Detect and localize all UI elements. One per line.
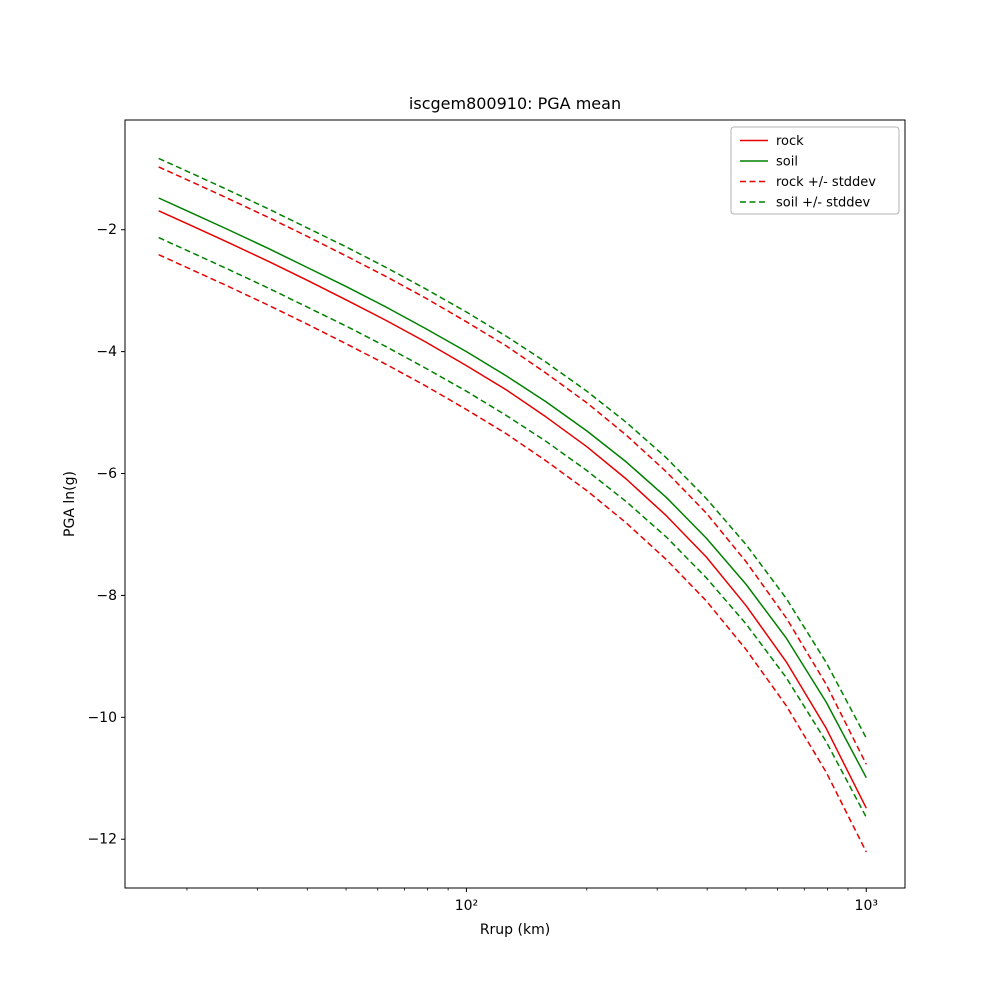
series-soil-plus-stddev <box>158 157 867 739</box>
plot-frame <box>124 119 906 889</box>
chart-title: iscgem800910: PGA mean <box>408 94 622 113</box>
y-tick-label: −4 <box>96 344 117 360</box>
legend-entry-label: rock +/- stddev <box>776 175 876 190</box>
x-tick-label: 10³ <box>855 898 878 914</box>
series-rock-minus-stddev <box>158 254 867 853</box>
legend: rock soil rock +/- stddev soil +/- stddev <box>730 126 900 215</box>
legend-entry-label: soil +/- stddev <box>776 196 871 211</box>
legend-box <box>730 126 900 215</box>
x-tick-label: 10² <box>455 898 478 914</box>
series-soil <box>158 197 867 779</box>
legend-entry-label: rock <box>776 134 804 149</box>
series-rock <box>158 210 867 809</box>
y-tick-label: −2 <box>96 222 117 238</box>
legend-entry-label: soil <box>776 155 798 170</box>
x-axis-label: Rrup (km) <box>479 922 551 938</box>
y-axis-label: PGA ln(g) <box>62 471 78 537</box>
series-soil-minus-stddev <box>158 236 867 818</box>
y-tick-label: −10 <box>87 710 117 726</box>
y-tick-label: −12 <box>87 832 117 848</box>
series-rock-plus-stddev <box>158 166 867 765</box>
y-tick-label: −6 <box>96 466 117 482</box>
y-tick-label: −8 <box>96 588 117 604</box>
